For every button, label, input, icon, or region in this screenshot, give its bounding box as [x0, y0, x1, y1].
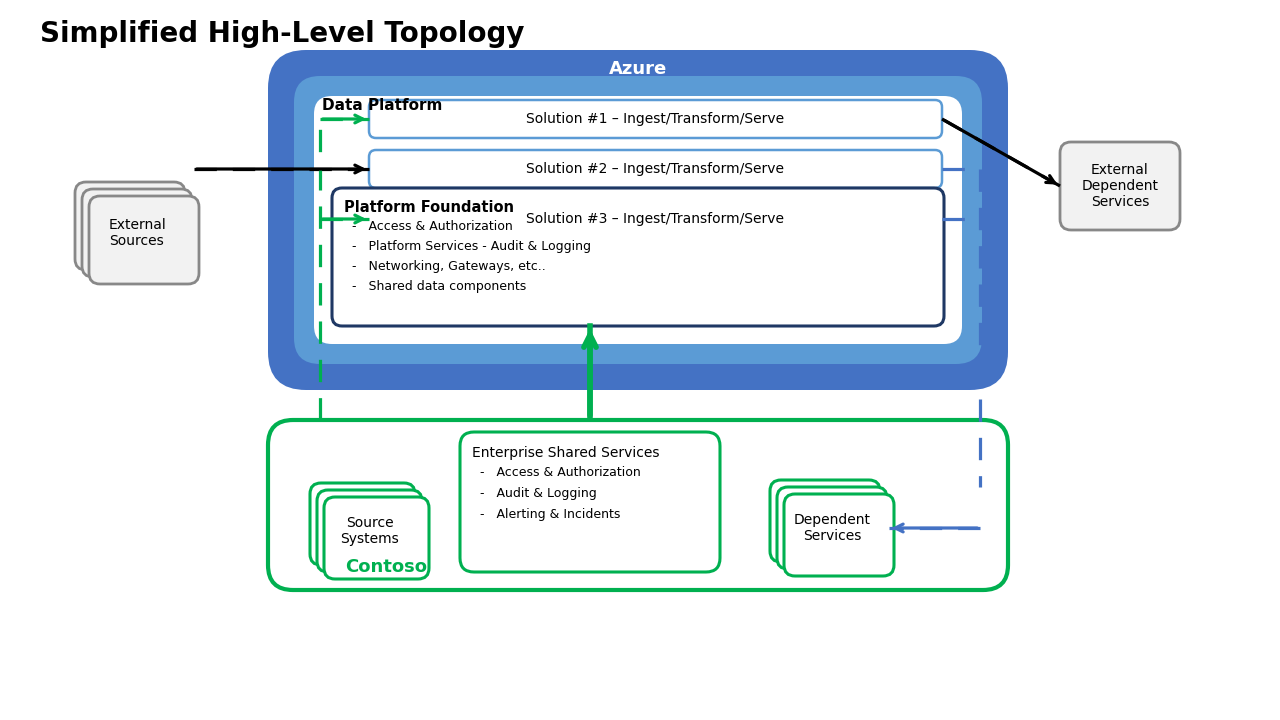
Text: Solution #2 – Ingest/Transform/Serve: Solution #2 – Ingest/Transform/Serve: [526, 162, 785, 176]
FancyBboxPatch shape: [90, 196, 198, 284]
Text: -   Audit & Logging: - Audit & Logging: [480, 487, 596, 500]
FancyBboxPatch shape: [460, 432, 719, 572]
FancyBboxPatch shape: [294, 76, 982, 364]
Text: Platform Foundation: Platform Foundation: [344, 200, 515, 215]
FancyBboxPatch shape: [268, 50, 1009, 390]
Text: External
Sources: External Sources: [108, 218, 166, 248]
Text: Enterprise Shared Services: Enterprise Shared Services: [472, 446, 659, 460]
Text: -   Shared data components: - Shared data components: [352, 280, 526, 293]
Text: Dependent
Services: Dependent Services: [794, 513, 870, 543]
Text: Contoso: Contoso: [346, 558, 428, 576]
Text: Solution #1 – Ingest/Transform/Serve: Solution #1 – Ingest/Transform/Serve: [526, 112, 785, 126]
FancyBboxPatch shape: [317, 490, 422, 572]
Text: External
Dependent
Services: External Dependent Services: [1082, 163, 1158, 210]
FancyBboxPatch shape: [369, 150, 942, 188]
Text: -   Networking, Gateways, etc..: - Networking, Gateways, etc..: [352, 260, 545, 273]
Text: -   Alerting & Incidents: - Alerting & Incidents: [480, 508, 621, 521]
FancyBboxPatch shape: [777, 487, 887, 569]
Text: Simplified High-Level Topology: Simplified High-Level Topology: [40, 20, 525, 48]
Text: Data Platform: Data Platform: [323, 98, 443, 113]
FancyBboxPatch shape: [332, 188, 945, 326]
FancyBboxPatch shape: [783, 494, 893, 576]
FancyBboxPatch shape: [310, 483, 415, 565]
Text: -   Access & Authorization: - Access & Authorization: [352, 220, 513, 233]
Text: Solution #3 – Ingest/Transform/Serve: Solution #3 – Ingest/Transform/Serve: [526, 212, 785, 226]
FancyBboxPatch shape: [324, 497, 429, 579]
FancyBboxPatch shape: [771, 480, 881, 562]
FancyBboxPatch shape: [369, 100, 942, 138]
Text: Azure: Azure: [609, 60, 667, 78]
FancyBboxPatch shape: [76, 182, 186, 270]
FancyBboxPatch shape: [1060, 142, 1180, 230]
FancyBboxPatch shape: [369, 200, 942, 238]
Text: Source
Systems: Source Systems: [340, 516, 399, 546]
FancyBboxPatch shape: [314, 96, 963, 344]
FancyBboxPatch shape: [82, 189, 192, 277]
Text: -   Access & Authorization: - Access & Authorization: [480, 466, 641, 479]
Text: -   Platform Services - Audit & Logging: - Platform Services - Audit & Logging: [352, 240, 591, 253]
FancyBboxPatch shape: [268, 420, 1009, 590]
